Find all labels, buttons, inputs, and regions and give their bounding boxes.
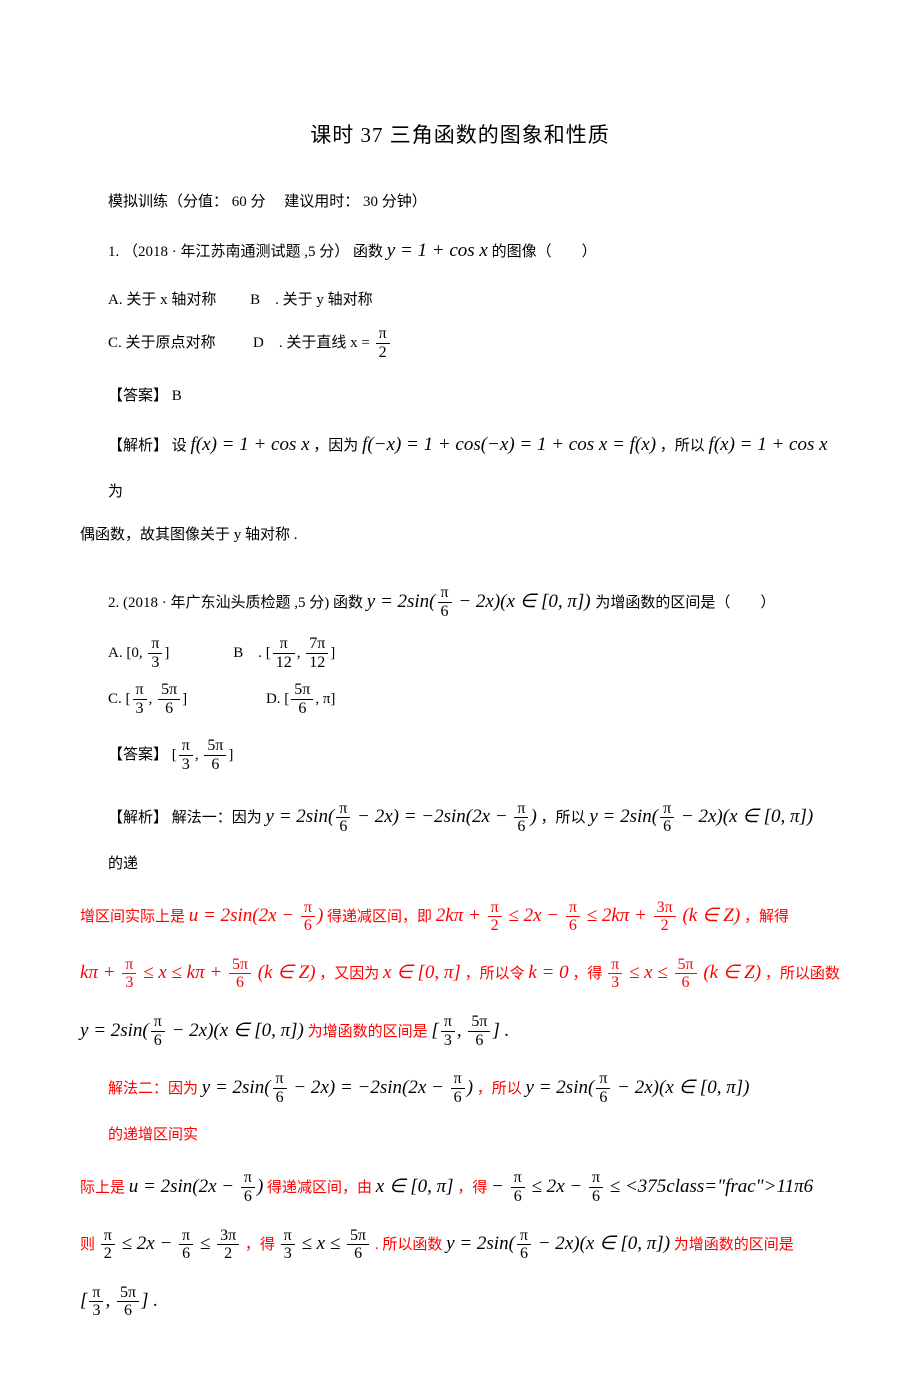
- q1-optD-a: D . 关于直线 x =: [253, 335, 374, 351]
- q2-opts-row2: C. [π3, 5π6] D. [5π6, π]: [80, 676, 840, 722]
- q2-answer: 【答案】 [π3, 5π6]: [80, 732, 840, 778]
- q2-m2-d: 际上是: [80, 1180, 129, 1196]
- q2-m2-f4: x ∈ [0, π]: [376, 1176, 454, 1197]
- q2-m1-line3: kπ + π3 ≤ x ≤ kπ + 5π6 (k ∈ Z) ，又因为 x ∈ …: [80, 944, 840, 1001]
- q2-m2-line3: 则 π2 ≤ 2x − π6 ≤ 3π2 ，得 π3 ≤ x ≤ 5π6 . 所…: [80, 1215, 840, 1272]
- q1-optA: A. 关于 x 轴对称: [108, 292, 216, 308]
- q1-stem: 1. （2018 · 年江苏南通测试题 ,5 分） 函数 y = 1 + cos…: [80, 222, 840, 279]
- q2-m1-f2: y = 2sin(π6 − 2x)(x ∈ [0, π]): [589, 806, 813, 827]
- q2-stem: 2. (2018 · 年广东汕头质检题 ,5 分) 函数 y = 2sin(π6…: [80, 573, 840, 630]
- q2-m1-f10: [π3, 5π6] .: [431, 1020, 509, 1041]
- q2-optD-label: D.: [266, 691, 281, 707]
- q2-m2-f3: u = 2sin(2x − π6): [129, 1176, 264, 1197]
- q2-stem-a: 2. (2018 · 年广东汕头质检题 ,5 分) 函数: [108, 595, 367, 611]
- q2-m2-line2: 际上是 u = 2sin(2x − π6) 得递减区间，由 x ∈ [0, π]…: [80, 1158, 840, 1215]
- q2-optD-val: [5π6, π]: [284, 691, 335, 707]
- q1-answer: 【答案】 B: [80, 376, 840, 416]
- q1-formula: y = 1 + cos x: [387, 240, 488, 261]
- q2-m1-f4: 2kπ + π2 ≤ 2x − π6 ≤ 2kπ + 3π2 (k ∈ Z): [436, 905, 740, 926]
- q2-optA-label: A.: [108, 645, 123, 661]
- q2-m1-i: ，得: [572, 966, 606, 982]
- q2-m1-f7: k = 0: [528, 962, 568, 983]
- q1-opts-row2: C. 关于原点对称 D . 关于直线 x = π2: [80, 320, 840, 366]
- q2-m2-e: 得递减区间，由: [267, 1180, 376, 1196]
- q2-m2-f7: π3 ≤ x ≤ 5π6: [279, 1233, 371, 1254]
- q1-expl-f3: f(x) = 1 + cos x: [709, 434, 828, 455]
- q2-m2-f2: y = 2sin(π6 − 2x)(x ∈ [0, π]): [526, 1077, 750, 1098]
- q1-optC: C. 关于原点对称: [108, 335, 216, 351]
- subtitle-line: 模拟训练（分值： 60 分 建议用时： 30 分钟）: [80, 182, 840, 222]
- q2-m1-j: ，所以函数: [765, 966, 840, 982]
- document-title: 课时 37 三角函数的图象和性质: [80, 110, 840, 160]
- page-container: 课时 37 三角函数的图象和性质 模拟训练（分值： 60 分 建议用时： 30 …: [0, 0, 920, 1389]
- q2-m2-h: ，得: [245, 1237, 279, 1253]
- q1-stem-b: 的图像（ ）: [492, 244, 597, 260]
- q1-expl-a: 【解析】 设: [108, 438, 191, 454]
- q1-expl-c: ，所以: [660, 438, 709, 454]
- q1-expl-f2: f(−x) = 1 + cos(−x) = 1 + cos x = f(x): [362, 434, 656, 455]
- q1-optB: B . 关于 y 轴对称: [250, 292, 373, 308]
- q2-m2-f9: [π3, 5π6] .: [80, 1290, 158, 1311]
- q2-m1-a: 解法一：因为: [172, 810, 266, 826]
- q2-m1-h: ，所以令: [465, 966, 529, 982]
- q2-m1-line4: y = 2sin(π6 − 2x)(x ∈ [0, π]) 为增函数的区间是 […: [80, 1002, 840, 1059]
- q2-optC-val: [π3, 5π6]: [126, 691, 188, 707]
- q1-expl-d: 为: [108, 484, 123, 500]
- q1-expl-f1: f(x) = 1 + cos x: [191, 434, 310, 455]
- q2-m1-b: ，所以: [541, 810, 590, 826]
- q2-answer-label: 【答案】: [108, 747, 168, 763]
- q2-m1-f9: y = 2sin(π6 − 2x)(x ∈ [0, π]): [80, 1020, 304, 1041]
- q2-m1-c: 的递: [108, 856, 138, 872]
- q2-stem-b: 为增函数的区间是（ ）: [595, 595, 775, 611]
- q1-opts-row1: A. 关于 x 轴对称 B . 关于 y 轴对称: [80, 280, 840, 320]
- q1-optD: D . 关于直线 x = π2: [249, 335, 391, 351]
- q2-m2-line1: 解法二：因为 y = 2sin(π6 − 2x) = −2sin(2x − π6…: [80, 1059, 840, 1158]
- q2-m2-line4: [π3, 5π6] .: [80, 1272, 840, 1329]
- q2-m2-f: ，得: [457, 1180, 491, 1196]
- q2-optC-label: C.: [108, 691, 122, 707]
- q2-stem-formula: y = 2sin(π6 − 2x)(x ∈ [0, π]): [367, 591, 596, 612]
- q2-expl-label: 【解析】: [108, 810, 168, 826]
- q2-m1-f3: u = 2sin(2x − π6): [189, 905, 324, 926]
- q2-optB-label: B .: [233, 645, 262, 661]
- q2-m1-g: ，又因为: [319, 966, 383, 982]
- q1-explain-2: 偶函数，故其图像关于 y 轴对称 .: [80, 515, 840, 555]
- q2-m1-f6: x ∈ [0, π]: [383, 962, 461, 983]
- q1-stem-a: 1. （2018 · 年江苏南通测试题 ,5 分） 函数: [108, 244, 387, 260]
- q2-m2-a: 解法二：因为: [108, 1081, 202, 1097]
- q2-m2-f5: − π6 ≤ 2x − π6 ≤ <375class="frac">11π6: [491, 1176, 813, 1197]
- q2-m2-f1: y = 2sin(π6 − 2x) = −2sin(2x − π6): [202, 1077, 473, 1098]
- q2-m1-line1: 【解析】 解法一：因为 y = 2sin(π6 − 2x) = −2sin(2x…: [80, 788, 840, 887]
- q2-optB-val: [π12, 7π12]: [266, 645, 336, 661]
- q2-m2-i: . 所以函数: [375, 1237, 446, 1253]
- q2-opts-row1: A. [0, π3] B . [π12, 7π12]: [80, 630, 840, 676]
- frac-pi-2: π2: [374, 325, 392, 361]
- q2-m1-f5: kπ + π3 ≤ x ≤ kπ + 5π6 (k ∈ Z): [80, 962, 316, 983]
- q1-expl-b: ，因为: [313, 438, 362, 454]
- q2-m1-d: 增区间实际上是: [80, 909, 189, 925]
- q2-optA-val: [0, π3]: [126, 645, 169, 661]
- q2-m2-f8: y = 2sin(π6 − 2x)(x ∈ [0, π]): [446, 1233, 670, 1254]
- q2-m2-b: ，所以: [477, 1081, 526, 1097]
- q2-m1-k: 为增函数的区间是: [308, 1024, 432, 1040]
- q2-m2-g: 则: [80, 1237, 99, 1253]
- q2-m2-f6: π2 ≤ 2x − π6 ≤ 3π2: [99, 1233, 241, 1254]
- q2-m1-e: 得递减区间，即: [327, 909, 436, 925]
- q2-answer-val: [π3, 5π6]: [172, 747, 234, 763]
- q1-explain-1: 【解析】 设 f(x) = 1 + cos x ，因为 f(−x) = 1 + …: [80, 416, 840, 515]
- q2-m1-f8: π3 ≤ x ≤ 5π6 (k ∈ Z): [606, 962, 761, 983]
- q2-m1-line2: 增区间实际上是 u = 2sin(2x − π6) 得递减区间，即 2kπ + …: [80, 887, 840, 944]
- q2-m1-f: ，解得: [744, 909, 789, 925]
- q2-m1-f1: y = 2sin(π6 − 2x) = −2sin(2x − π6): [266, 806, 537, 827]
- q2-m2-c: 的递增区间实: [108, 1127, 198, 1143]
- q2-m2-j: 为增函数的区间是: [674, 1237, 794, 1253]
